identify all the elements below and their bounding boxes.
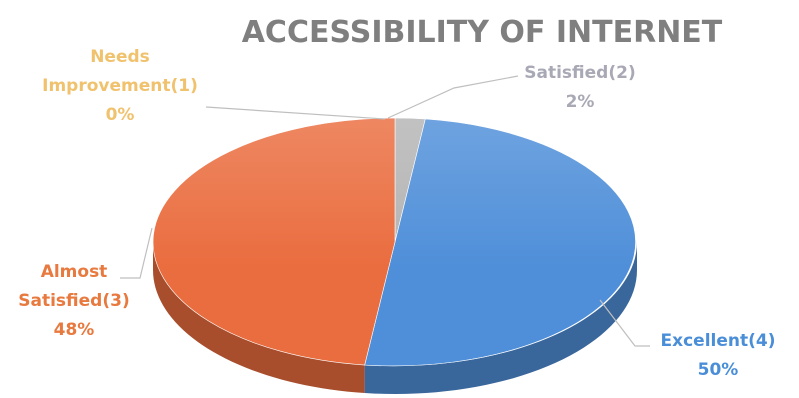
slice-name-excellent: Excellent(4)	[661, 331, 776, 351]
slice-label-needs-improvement: Needs Improvement(1) 0%	[42, 47, 198, 125]
slice-name-almost-satisfied: Almost	[41, 262, 108, 282]
slice-name-almost-satisfied: Satisfied(3)	[18, 291, 129, 311]
slice-percent-almost-satisfied: 48%	[54, 320, 95, 340]
slice-name-needs-improvement: Needs	[90, 47, 150, 67]
slice-labels: Needs Improvement(1) 0% Satisfied(2) 2% Excel…	[18, 47, 775, 380]
pie-highlight	[153, 118, 637, 366]
slice-label-excellent: Excellent(4) 50%	[661, 331, 776, 380]
pie-side-almost-satisfied	[153, 242, 365, 394]
slice-name-needs-improvement: Improvement(1)	[42, 76, 198, 96]
pie-side-excellent	[364, 242, 637, 394]
leader-line-almost-satisfied	[120, 227, 153, 279]
leader-line-excellent	[599, 299, 650, 347]
pie-sides	[153, 242, 637, 394]
slice-percent-needs-improvement: 0%	[106, 105, 135, 125]
slice-label-satisfied: Satisfied(2) 2%	[524, 63, 635, 112]
slice-percent-satisfied: 2%	[566, 92, 595, 112]
leader-lines	[120, 75, 650, 347]
leader-line-needs-improvement	[205, 106, 386, 120]
leader-line-satisfied	[387, 75, 519, 119]
chart-title: ACCESSIBILITY OF INTERNET	[242, 15, 723, 50]
slice-name-satisfied: Satisfied(2)	[524, 63, 635, 83]
slice-label-almost-satisfied: Almost Satisfied(3) 48%	[18, 262, 129, 340]
slice-percent-excellent: 50%	[698, 360, 739, 380]
